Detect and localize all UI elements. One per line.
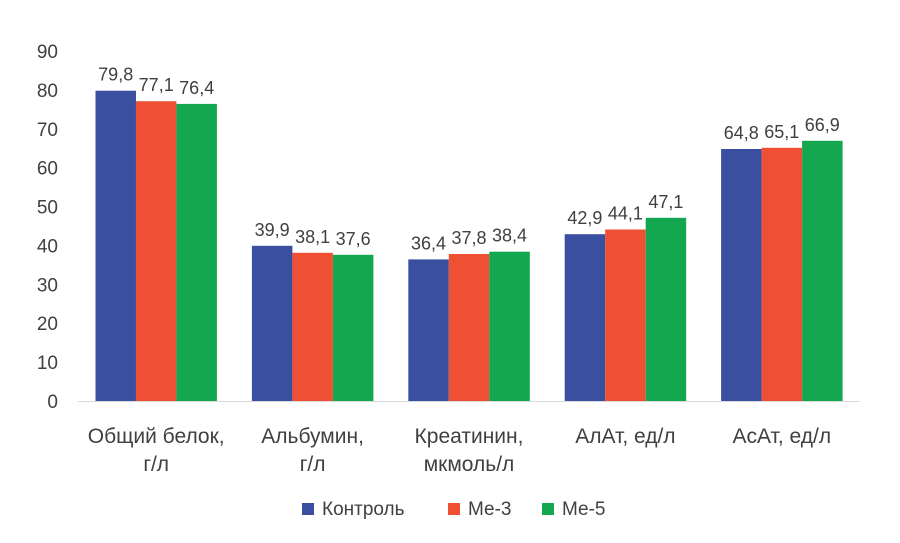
y-tick-label: 30 — [37, 275, 58, 296]
legend-item-Ме-3: Ме-3 — [448, 499, 512, 520]
data-label: 38,1 — [295, 227, 330, 247]
data-label: 38,4 — [492, 226, 527, 246]
data-label: 66,9 — [805, 115, 840, 135]
plot-area: 79,8 77,1 76,4 39,9 38,1 37,6 36,4 37,8 38,4 42,9… — [78, 65, 860, 402]
bar-Ме-3-1 — [292, 252, 333, 401]
x-tick-label: АлАт, ед/л — [575, 425, 675, 448]
data-label: 64,8 — [724, 123, 759, 143]
legend-label: Ме-3 — [468, 499, 512, 520]
x-tick-label: мкмоль/л — [424, 453, 515, 476]
x-tick-label: г/л — [143, 453, 169, 476]
data-label: 44,1 — [608, 204, 643, 224]
bar-Ме-5-4 — [802, 140, 843, 402]
y-tick-label: 70 — [37, 120, 58, 141]
y-tick-label: 80 — [37, 81, 58, 102]
data-label: 47,1 — [648, 192, 683, 212]
y-tick-label: 50 — [37, 198, 58, 219]
x-tick-label: Альбумин, — [261, 425, 364, 448]
bar-Ме-3-3 — [605, 229, 646, 401]
bar-Контроль-2 — [408, 259, 449, 401]
x-tick-label: Креатинин, — [415, 425, 524, 448]
x-tick-label: Общий белок, — [88, 425, 225, 448]
data-label: 36,4 — [411, 233, 446, 253]
data-label: 76,4 — [179, 78, 214, 98]
data-label: 37,8 — [451, 228, 486, 248]
bar-Контроль-3 — [564, 234, 606, 401]
bar-Ме-3-4 — [761, 147, 803, 401]
y-tick-label: 90 — [37, 42, 58, 63]
legend-swatch — [542, 503, 554, 515]
bar-Ме-3-2 — [448, 254, 490, 401]
legend: Контроль Ме-3 Ме-5 — [302, 499, 606, 520]
data-label: 42,9 — [567, 208, 602, 228]
x-tick-label: г/л — [300, 453, 326, 476]
legend-label: Контроль — [322, 499, 405, 520]
bar-Ме-5-1 — [332, 254, 374, 401]
y-axis: 0 10 20 30 40 50 60 70 80 90 — [37, 42, 58, 413]
legend-label: Ме-5 — [562, 499, 606, 520]
data-label: 39,9 — [255, 220, 290, 240]
data-label: 79,8 — [98, 65, 133, 85]
y-tick-label: 60 — [37, 159, 58, 180]
legend-swatch — [302, 503, 314, 515]
y-tick-label: 20 — [37, 314, 58, 335]
data-label: 37,6 — [336, 229, 371, 249]
legend-item-Ме-5: Ме-5 — [542, 499, 606, 520]
y-tick-label: 40 — [37, 236, 58, 257]
data-label: 65,1 — [764, 122, 799, 142]
bar-Контроль-0 — [95, 90, 136, 401]
data-label: 77,1 — [139, 75, 174, 95]
y-tick-label: 10 — [37, 353, 58, 374]
bar-Контроль-1 — [251, 245, 293, 401]
bar-Ме-5-2 — [489, 251, 530, 401]
y-tick-label: 0 — [47, 392, 58, 413]
legend-swatch — [448, 503, 460, 515]
bar-Ме-3-0 — [135, 101, 177, 401]
bar-Контроль-4 — [721, 149, 762, 401]
legend-item-Контроль: Контроль — [302, 499, 405, 520]
bar-Ме-5-0 — [176, 103, 217, 402]
x-axis: Общий белок, г/л Альбумин, г/л Креатинин, мкм… — [88, 425, 831, 476]
bar-Ме-5-3 — [645, 217, 687, 401]
x-tick-label: АсАт, ед/л — [733, 425, 832, 448]
